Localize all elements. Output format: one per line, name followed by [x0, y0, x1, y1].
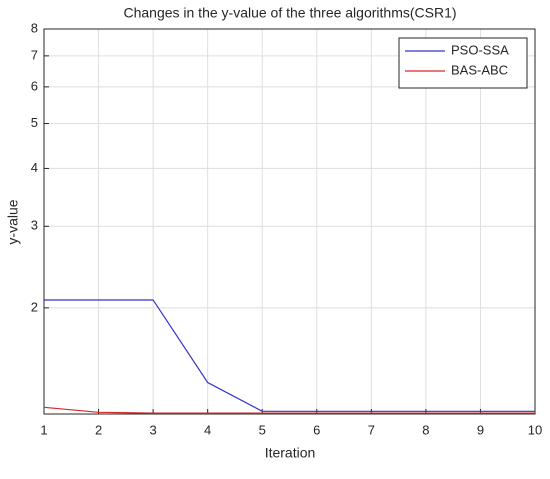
- series-line: [43, 406, 535, 414]
- legend-label: PSO-SSA: [451, 42, 509, 57]
- legend-label: BAS-ABC: [451, 62, 508, 77]
- y-axis-label: y-value: [5, 199, 21, 244]
- chart-title: Changes in the y-value of the three algo…: [123, 5, 456, 21]
- x-tick-label: 7: [368, 422, 375, 437]
- x-tick-label: 8: [422, 422, 429, 437]
- y-tick-label: 4: [31, 160, 38, 175]
- x-tick-label: 9: [477, 422, 484, 437]
- y-tick-label: 6: [31, 78, 38, 93]
- y-tick-label: 8: [31, 20, 38, 35]
- x-axis-label: Iteration: [265, 445, 316, 461]
- x-tick-label: 4: [204, 422, 211, 437]
- x-tick-label: 5: [259, 422, 266, 437]
- y-tick-label: 2: [31, 299, 38, 314]
- legend-box: [398, 37, 528, 89]
- x-tick-label: 3: [149, 422, 156, 437]
- y-tick-label: 5: [31, 115, 38, 130]
- plot-frame: [43, 28, 536, 415]
- x-tick-label: 2: [95, 422, 102, 437]
- x-tick-label: 1: [40, 422, 47, 437]
- series-line: [44, 299, 535, 412]
- x-tick-label: 6: [313, 422, 320, 437]
- x-tick-label: 10: [528, 422, 542, 437]
- y-tick-label: 7: [31, 47, 38, 62]
- y-tick-label: 3: [31, 218, 38, 233]
